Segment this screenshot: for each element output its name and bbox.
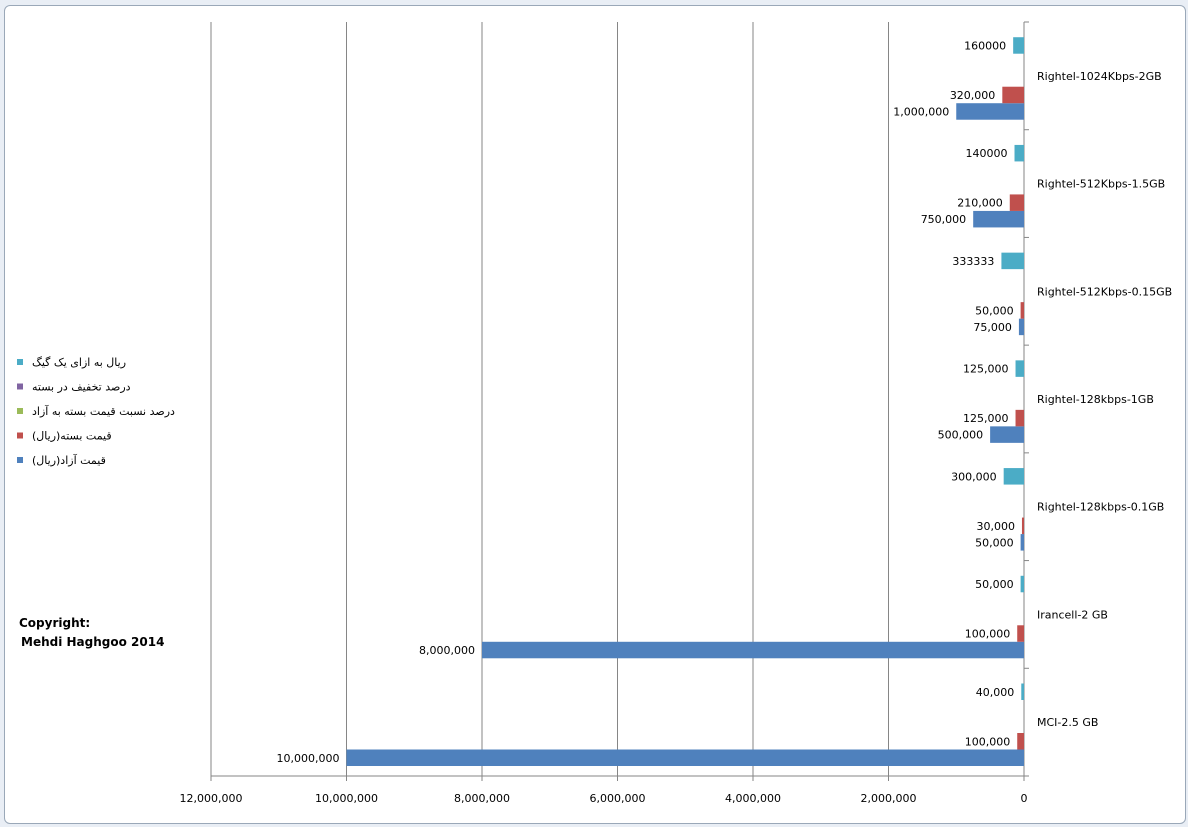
legend-swatch — [17, 457, 23, 463]
bar-4 — [1013, 37, 1024, 54]
category-label: Rightel-128kbps-1GB — [1037, 393, 1154, 406]
bar-1 — [1017, 625, 1024, 642]
bar-0 — [482, 641, 1024, 659]
bar-1 — [1009, 194, 1024, 211]
data-label: 75,000 — [973, 321, 1012, 334]
x-tick-label: 6,000,000 — [590, 792, 646, 805]
data-label: 40,000 — [976, 686, 1015, 699]
data-label: 50,000 — [975, 578, 1014, 591]
x-tick-label: 8,000,000 — [454, 792, 510, 805]
legend-entry: درصد نسبت قیمت بسته به آزاد — [32, 404, 175, 418]
bar-4 — [1003, 468, 1024, 485]
bar-4 — [1020, 575, 1024, 593]
bar-0 — [1020, 534, 1024, 551]
data-label: 160000 — [964, 39, 1006, 52]
data-label: 100,000 — [965, 735, 1011, 748]
data-label: 333333 — [952, 255, 994, 268]
legend-entry: قیمت بسته(ریال) — [32, 430, 112, 443]
x-tick-label: 4,000,000 — [725, 792, 781, 805]
data-label: 210,000 — [957, 197, 1003, 210]
category-label: Rightel-512Kbps-1.5GB — [1037, 178, 1165, 191]
bar-1 — [1017, 733, 1024, 750]
bar-0 — [346, 749, 1024, 766]
data-label: 100,000 — [965, 628, 1011, 641]
data-label: 30,000 — [976, 520, 1015, 533]
data-label: 320,000 — [950, 89, 996, 102]
copyright-author: Mehdi Haghgoo 2014 — [21, 635, 164, 649]
chart-area[interactable] — [4, 5, 1186, 824]
category-label: Irancell-2 GB — [1037, 608, 1108, 621]
bar-0 — [956, 103, 1024, 120]
category-label: MCI-2.5 GB — [1037, 716, 1098, 729]
legend-swatch — [17, 359, 23, 365]
x-tick-label: 0 — [1021, 792, 1028, 805]
x-tick-label: 10,000,000 — [315, 792, 378, 805]
data-label: 500,000 — [938, 429, 984, 442]
bar-4 — [1014, 144, 1024, 162]
data-label: 125,000 — [963, 412, 1009, 425]
bar-1 — [1015, 409, 1024, 427]
bar-1 — [1020, 302, 1024, 319]
data-label: 140000 — [966, 147, 1008, 160]
x-tick-label: 12,000,000 — [180, 792, 243, 805]
x-tick-label: 2,000,000 — [861, 792, 917, 805]
bar-4 — [1001, 252, 1024, 270]
data-label: 300,000 — [951, 470, 997, 483]
bar-1 — [1002, 86, 1024, 104]
legend-entry: ریال به ازای یک گیگ — [32, 356, 126, 369]
bar-0 — [1018, 318, 1024, 336]
data-label: 10,000,000 — [277, 752, 340, 765]
category-label: Rightel-1024Kbps-2GB — [1037, 70, 1162, 83]
legend-swatch — [17, 408, 23, 414]
bar-4 — [1021, 683, 1024, 700]
data-label: 1,000,000 — [893, 105, 949, 118]
data-label: 50,000 — [975, 536, 1014, 549]
bar-0 — [973, 210, 1024, 228]
data-label: 125,000 — [963, 363, 1009, 376]
bar-0 — [990, 426, 1024, 443]
legend-swatch — [17, 383, 23, 390]
legend-entry: قیمت آزاد(ریال) — [32, 453, 106, 467]
legend-swatch — [17, 432, 23, 439]
copyright-label: Copyright: — [19, 616, 90, 630]
legend-entry: درصد تخفیف در بسته — [32, 381, 131, 394]
category-label: Rightel-128kbps-0.1GB — [1037, 501, 1164, 514]
bar-4 — [1015, 360, 1024, 377]
category-label: Rightel-512Kbps-0.15GB — [1037, 285, 1172, 298]
data-label: 750,000 — [921, 213, 967, 226]
bar-1 — [1021, 517, 1024, 535]
data-label: 50,000 — [975, 304, 1014, 317]
data-label: 8,000,000 — [419, 644, 475, 657]
